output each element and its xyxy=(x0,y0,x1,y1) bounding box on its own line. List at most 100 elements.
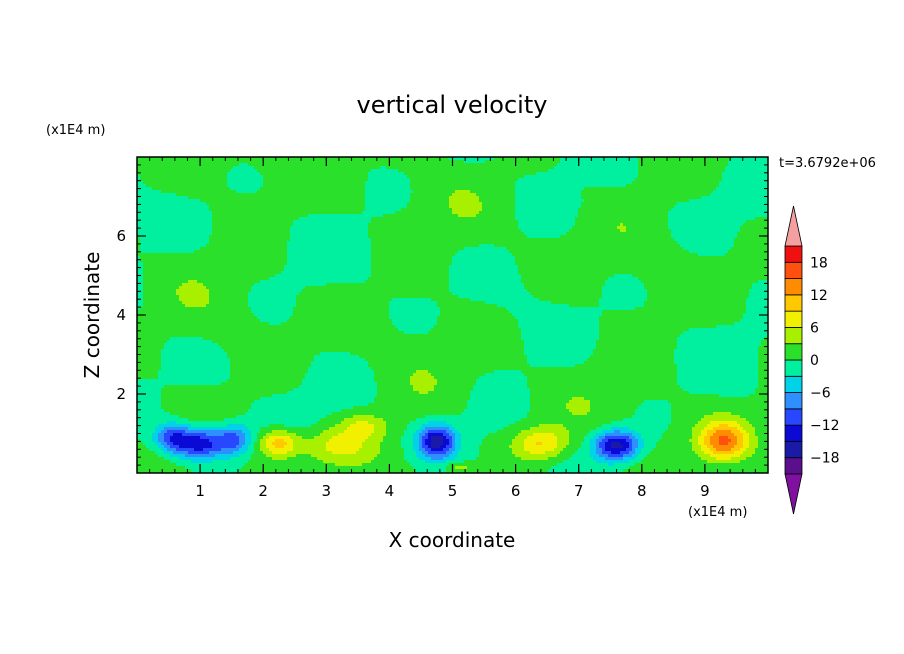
contour-cell xyxy=(473,163,477,167)
contour-cell xyxy=(239,220,243,224)
contour-cell xyxy=(641,160,645,164)
contour-cell xyxy=(572,169,576,173)
contour-cell xyxy=(548,223,552,227)
contour-cell xyxy=(578,223,582,227)
contour-cell xyxy=(488,181,492,185)
contour-cell xyxy=(371,208,375,212)
contour-cell xyxy=(464,181,468,185)
contour-cell xyxy=(476,175,480,179)
contour-cell xyxy=(707,217,711,221)
contour-cell xyxy=(656,166,660,170)
contour-cell xyxy=(362,208,366,212)
contour-cell xyxy=(452,187,456,191)
contour-cell xyxy=(242,178,246,182)
contour-cell xyxy=(224,172,228,176)
contour-cell xyxy=(644,184,648,188)
contour-cell xyxy=(557,217,561,221)
contour-cell xyxy=(245,193,249,197)
contour-cell xyxy=(473,217,477,221)
contour-cell xyxy=(146,190,150,194)
contour-cell xyxy=(233,205,237,209)
contour-cell xyxy=(659,166,663,170)
contour-cell xyxy=(737,187,741,191)
contour-cell xyxy=(674,190,678,194)
contour-cell xyxy=(218,202,222,206)
contour-cell xyxy=(683,196,687,200)
contour-cell xyxy=(764,208,768,212)
contour-cell xyxy=(500,226,504,230)
contour-cell xyxy=(650,157,654,161)
contour-cell xyxy=(302,190,306,194)
contour-cell xyxy=(758,217,762,221)
contour-cell xyxy=(137,202,141,206)
contour-cell xyxy=(140,214,144,218)
contour-cell xyxy=(332,208,336,212)
contour-cell xyxy=(503,190,507,194)
contour-cell xyxy=(410,208,414,212)
contour-cell xyxy=(488,190,492,194)
contour-cell xyxy=(446,178,450,182)
contour-cell xyxy=(698,178,702,182)
contour-cell xyxy=(416,211,420,215)
contour-cell xyxy=(245,172,249,176)
contour-cell xyxy=(257,172,261,176)
contour-cell xyxy=(575,163,579,167)
contour-cell xyxy=(686,166,690,170)
contour-cell xyxy=(143,205,147,209)
contour-cell xyxy=(704,220,708,224)
contour-cell xyxy=(434,205,438,209)
contour-cell xyxy=(437,184,441,188)
contour-cell xyxy=(383,199,387,203)
contour-cell xyxy=(206,208,210,212)
contour-cell xyxy=(146,199,150,203)
contour-cell xyxy=(260,217,264,221)
contour-cell xyxy=(317,217,321,221)
contour-cell xyxy=(284,217,288,221)
contour-cell xyxy=(575,199,579,203)
contour-cell xyxy=(662,220,666,224)
contour-cell xyxy=(740,217,744,221)
contour-cell xyxy=(314,205,318,209)
contour-cell xyxy=(695,211,699,215)
contour-cell xyxy=(719,211,723,215)
contour-cell xyxy=(380,157,384,161)
contour-cell xyxy=(611,169,615,173)
contour-cell xyxy=(752,214,756,218)
contour-cell xyxy=(170,184,174,188)
contour-cell xyxy=(632,187,636,191)
contour-cell xyxy=(380,160,384,164)
contour-cell xyxy=(602,175,606,179)
contour-cell xyxy=(371,196,375,200)
contour-cell xyxy=(302,166,306,170)
contour-cell xyxy=(593,178,597,182)
contour-cell xyxy=(695,184,699,188)
contour-cell xyxy=(173,175,177,179)
contour-cell xyxy=(335,178,339,182)
contour-cell xyxy=(200,199,204,203)
contour-cell xyxy=(341,220,345,224)
contour-cell xyxy=(329,214,333,218)
contour-cell xyxy=(161,193,165,197)
contour-cell xyxy=(365,223,369,227)
contour-cell xyxy=(569,184,573,188)
contour-cell xyxy=(641,199,645,203)
contour-cell xyxy=(236,184,240,188)
contour-cell xyxy=(758,199,762,203)
contour-cell xyxy=(416,223,420,227)
contour-cell xyxy=(269,190,273,194)
contour-cell xyxy=(740,208,744,212)
contour-cell xyxy=(446,223,450,227)
contour-cell xyxy=(707,163,711,167)
contour-cell xyxy=(479,217,483,221)
contour-cell xyxy=(461,205,465,209)
contour-cell xyxy=(626,217,630,221)
contour-cell xyxy=(236,160,240,164)
contour-cell xyxy=(668,175,672,179)
contour-cell xyxy=(623,220,627,224)
contour-cell xyxy=(644,214,648,218)
contour-cell xyxy=(566,193,570,197)
contour-cell xyxy=(545,226,549,230)
contour-cell xyxy=(215,223,219,227)
contour-cell xyxy=(509,157,513,161)
contour-cell xyxy=(251,220,255,224)
